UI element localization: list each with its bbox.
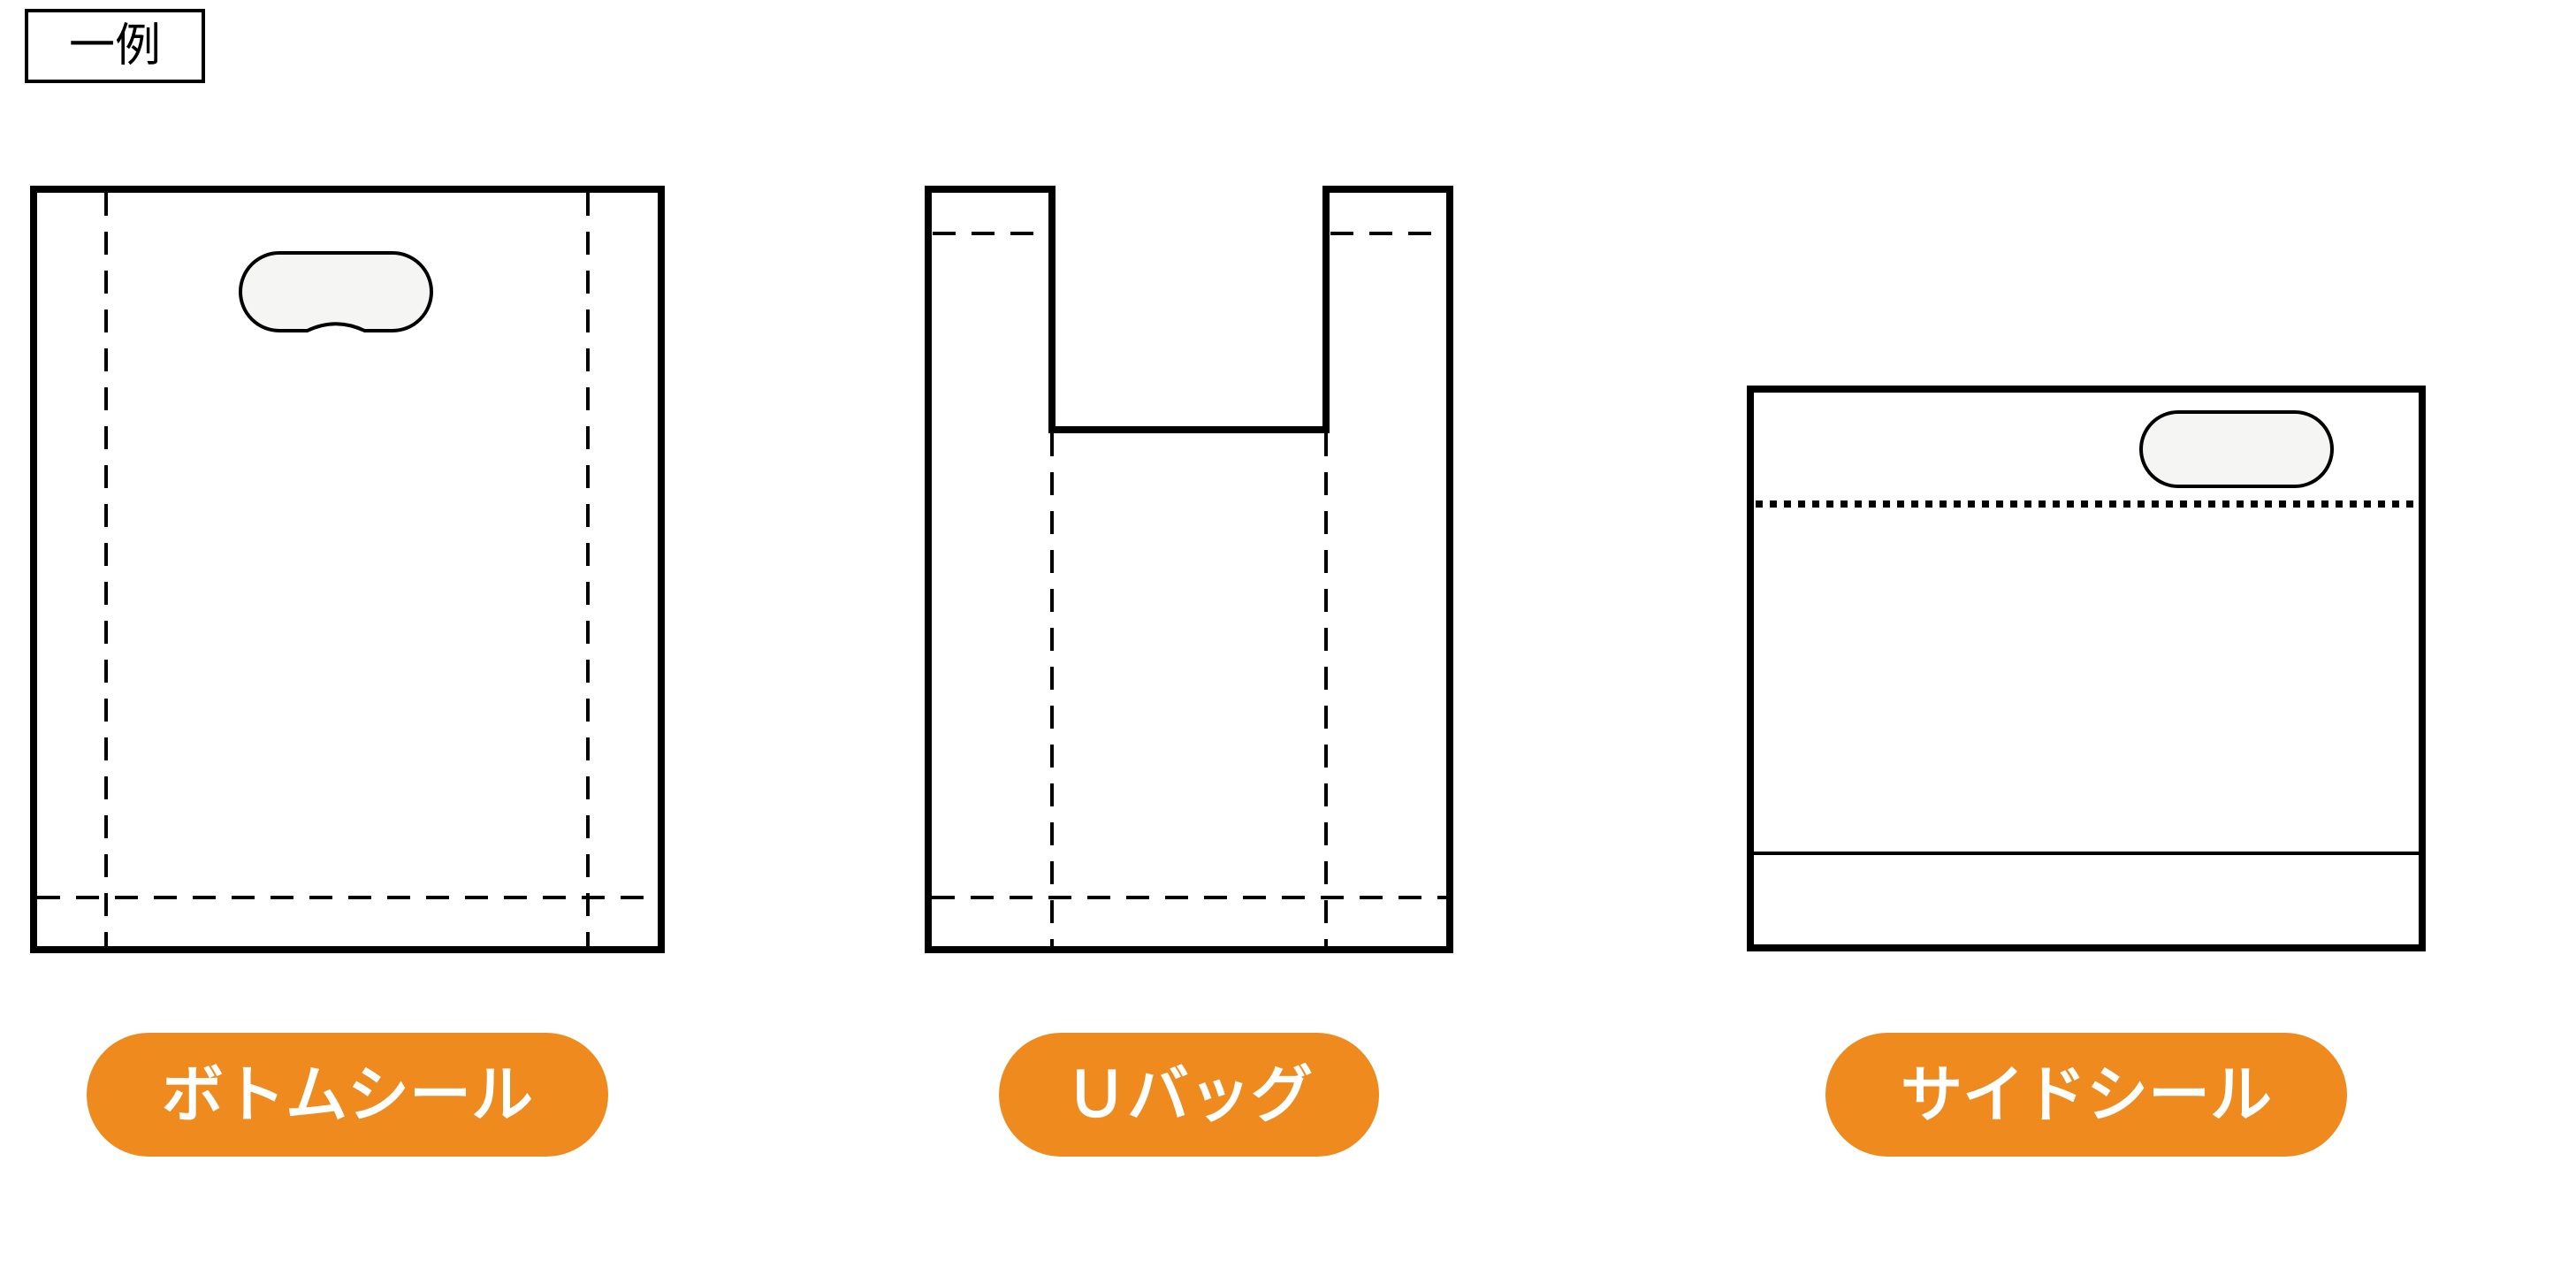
side-seal-handle-icon — [2141, 412, 2332, 486]
u-bag-label-pill: Ｕバッグ — [999, 1033, 1379, 1157]
bag-u-bag — [928, 189, 1450, 950]
bag-bottom-seal — [34, 189, 661, 950]
side-seal-label-pill: サイドシール — [1825, 1033, 2347, 1157]
bag-side-seal — [1750, 389, 2422, 948]
header-example-label: 一例 — [69, 20, 161, 72]
u-bag-label-text: Ｕバッグ — [1065, 1060, 1313, 1129]
side-seal-label-text: サイドシール — [1901, 1060, 2272, 1129]
bottom-seal-label-pill: ボトムシール — [87, 1033, 608, 1157]
header-example-box: 一例 — [27, 11, 203, 81]
u-bag-outline — [928, 189, 1450, 950]
bottom-seal-handle-icon — [240, 253, 431, 331]
bottom-seal-label-text: ボトムシール — [162, 1060, 533, 1129]
